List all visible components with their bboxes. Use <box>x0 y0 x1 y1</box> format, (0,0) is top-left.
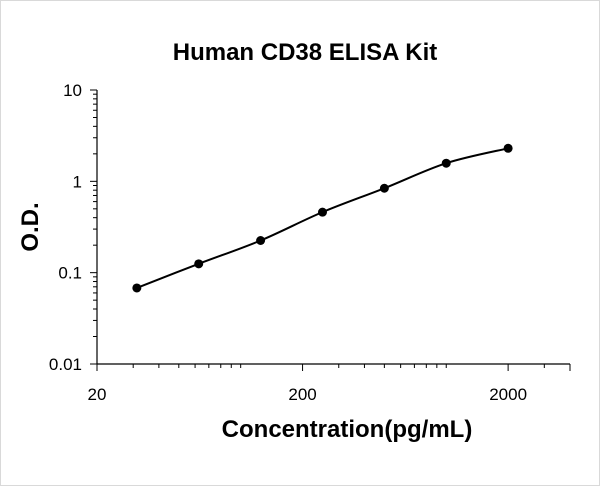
x-tick-label: 2000 <box>489 385 527 404</box>
data-point <box>379 183 389 193</box>
y-tick-label: 0.1 <box>58 264 82 283</box>
trend-line <box>136 147 509 289</box>
data-point <box>317 207 327 217</box>
x-axis-label: Concentration(pg/mL) <box>222 416 473 443</box>
y-tick-label: 10 <box>63 81 82 100</box>
chart-title: Human CD38 ELISA Kit <box>173 39 437 66</box>
data-point <box>132 283 142 293</box>
axes <box>96 90 570 365</box>
data-point <box>194 259 204 269</box>
y-tick-label: 0.01 <box>49 355 82 374</box>
ticks <box>90 89 571 371</box>
data-point <box>256 236 266 246</box>
data-point <box>503 143 513 153</box>
x-tick-label: 200 <box>288 385 316 404</box>
data-point <box>441 158 451 168</box>
x-tick-label: 20 <box>88 385 107 404</box>
y-axis-label: O.D. <box>17 202 44 251</box>
y-tick-label: 1 <box>73 172 82 191</box>
tick-labels: 10 1 0.1 0.01 20 200 2000 <box>49 81 527 404</box>
data-points <box>132 143 513 293</box>
